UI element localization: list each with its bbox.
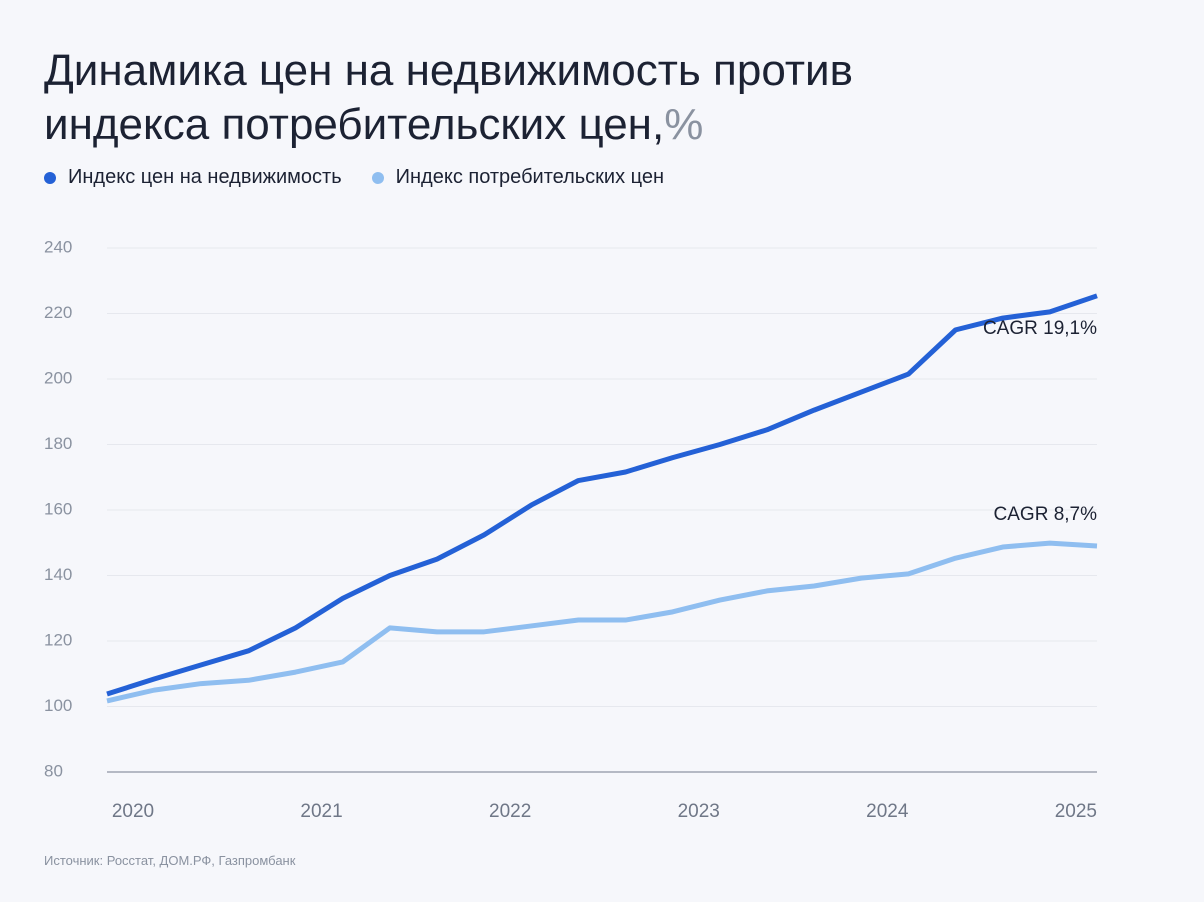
legend-item: Индекс цен на недвижимость <box>44 166 342 189</box>
y-tick-label: 180 <box>44 434 72 453</box>
x-tick-label: 2021 <box>300 801 342 822</box>
legend-label: Индекс цен на недвижимость <box>68 166 342 188</box>
y-tick-label: 100 <box>44 696 72 715</box>
annotation: CAGR 19,1% <box>983 318 1097 339</box>
y-tick-label: 160 <box>44 499 72 518</box>
legend-marker <box>371 171 384 184</box>
title-line: индекса потребительских цен, <box>44 100 665 149</box>
legend: Индекс цен на недвижимость Индекс потреби… <box>44 166 664 189</box>
legend-marker <box>44 171 56 184</box>
series-line <box>106 540 1098 704</box>
chart-title: индекса потребительских цен,% <box>44 100 703 150</box>
x-tick-label: 2023 <box>678 801 720 822</box>
x-tick-label: 2025 <box>1055 801 1097 822</box>
legend-label: Индекс потребительских цен <box>395 166 665 188</box>
annotation: CAGR 8,7% <box>994 504 1098 525</box>
series-line <box>106 293 1098 697</box>
chart-title: Динамика цен на недвижимость против <box>44 46 853 95</box>
title-unit: % <box>664 100 704 149</box>
y-tick-label: 140 <box>44 565 72 584</box>
y-tick-label: 200 <box>44 368 72 387</box>
y-tick-label: 120 <box>44 630 72 649</box>
y-tick-label: 80 <box>44 761 63 780</box>
x-tick-label: 2022 <box>489 801 531 822</box>
source: Источник: Росстат, ДОМ.РФ, Газпромбанк <box>44 853 296 868</box>
x-tick-label: 2020 <box>112 801 154 822</box>
x-tick-label: 2024 <box>866 801 909 822</box>
y-tick-label: 240 <box>44 237 72 256</box>
y-tick-label: 220 <box>44 303 72 322</box>
legend-item: Индекс потребительских цен <box>371 166 665 189</box>
